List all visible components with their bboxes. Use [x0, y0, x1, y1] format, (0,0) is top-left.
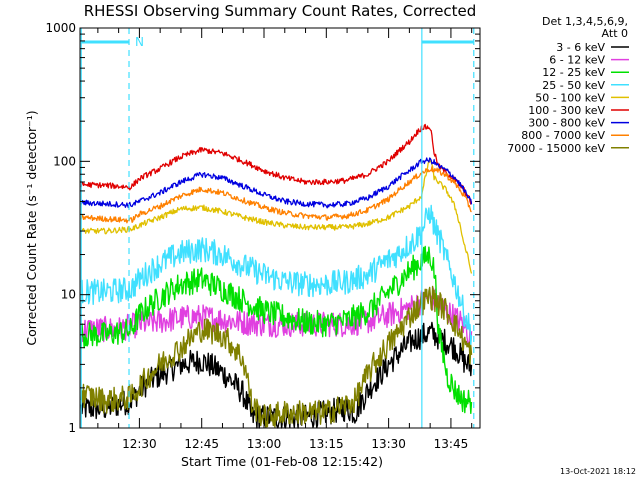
- series-line-2: [80, 245, 473, 414]
- x-tick-label: 13:15: [309, 437, 344, 451]
- series-layer: [80, 123, 473, 429]
- legend-label-3: 25 - 50 keV: [542, 79, 605, 92]
- x-axis: 12:30 12:45 13:00 13:15 13:30 13:45: [97, 28, 473, 451]
- legend-label-5: 100 - 300 keV: [528, 104, 605, 117]
- legend-label-1: 6 - 12 keV: [549, 54, 605, 67]
- legend-header-1: Det 1,3,4,5,6,9,: [542, 15, 628, 28]
- series-line-7: [80, 166, 472, 224]
- x-tick-label: 13:30: [371, 437, 406, 451]
- legend-label-2: 12 - 25 keV: [542, 66, 605, 79]
- x-tick-label: 12:30: [122, 437, 157, 451]
- plot-area: N: [79, 27, 481, 429]
- series-line-3: [80, 204, 473, 346]
- x-tick-label: 13:00: [247, 437, 282, 451]
- series-line-8: [80, 285, 473, 429]
- series-line-0: [80, 321, 473, 429]
- y-axis: 1 10 100 1000: [45, 21, 480, 435]
- legend-label-0: 3 - 6 keV: [556, 41, 605, 54]
- x-axis-label: Start Time (01-Feb-08 12:15:42): [181, 454, 383, 469]
- legend-label-6: 300 - 800 keV: [528, 117, 605, 130]
- y-tick-label: 1000: [45, 21, 76, 35]
- chart-title: RHESSI Observing Summary Count Rates, Co…: [84, 2, 477, 20]
- annotation-layer: N: [80, 28, 475, 428]
- legend-label-7: 800 - 7000 keV: [521, 129, 605, 142]
- y-tick-label: 1: [68, 421, 76, 435]
- series-line-6: [80, 157, 473, 209]
- plot-frame: [79, 27, 481, 429]
- attenuator-label: N: [135, 35, 144, 49]
- series-line-4: [80, 159, 473, 274]
- x-tick-label: 12:45: [184, 437, 219, 451]
- generation-timestamp: 13-Oct-2021 18:12: [560, 467, 636, 476]
- series-line-5: [80, 123, 473, 205]
- y-tick-label: 10: [61, 288, 76, 302]
- y-axis-label: Corrected Count Rate (s⁻¹ detector⁻¹): [24, 110, 39, 345]
- legend-label-8: 7000 - 15000 keV: [507, 142, 605, 155]
- y-tick-label: 100: [53, 154, 76, 168]
- x-tick-label: 13:45: [434, 437, 469, 451]
- legend-header-2: Att 0: [602, 27, 628, 40]
- legend-label-4: 50 - 100 keV: [535, 91, 605, 104]
